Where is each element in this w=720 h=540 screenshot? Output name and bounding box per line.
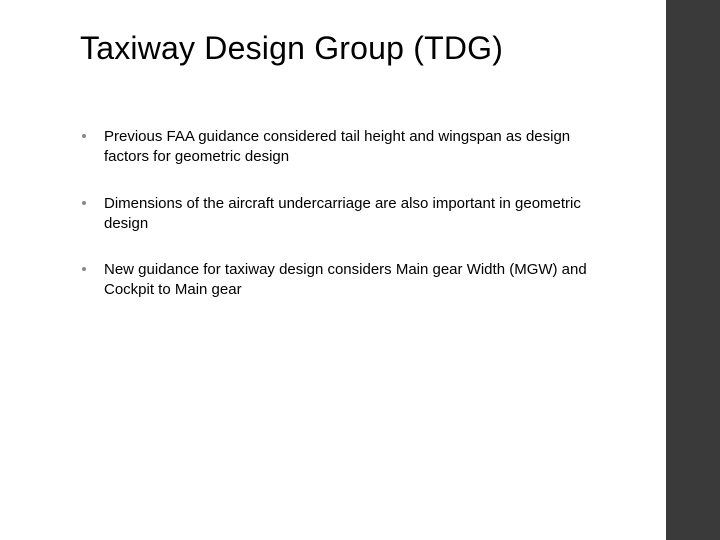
bullet-icon <box>82 134 86 138</box>
bullet-text: New guidance for taxiway design consider… <box>104 261 587 298</box>
slide-title: Taxiway Design Group (TDG) <box>80 30 616 67</box>
sidebar-accent <box>666 0 720 540</box>
list-item: Previous FAA guidance considered tail he… <box>80 127 616 168</box>
slide-content: Taxiway Design Group (TDG) Previous FAA … <box>0 0 666 540</box>
bullet-list: Previous FAA guidance considered tail he… <box>80 127 616 301</box>
bullet-icon <box>82 267 86 271</box>
list-item: New guidance for taxiway design consider… <box>80 260 616 301</box>
bullet-icon <box>82 201 86 205</box>
list-item: Dimensions of the aircraft undercarriage… <box>80 194 616 235</box>
bullet-text: Previous FAA guidance considered tail he… <box>104 128 570 165</box>
bullet-text: Dimensions of the aircraft undercarriage… <box>104 195 581 232</box>
